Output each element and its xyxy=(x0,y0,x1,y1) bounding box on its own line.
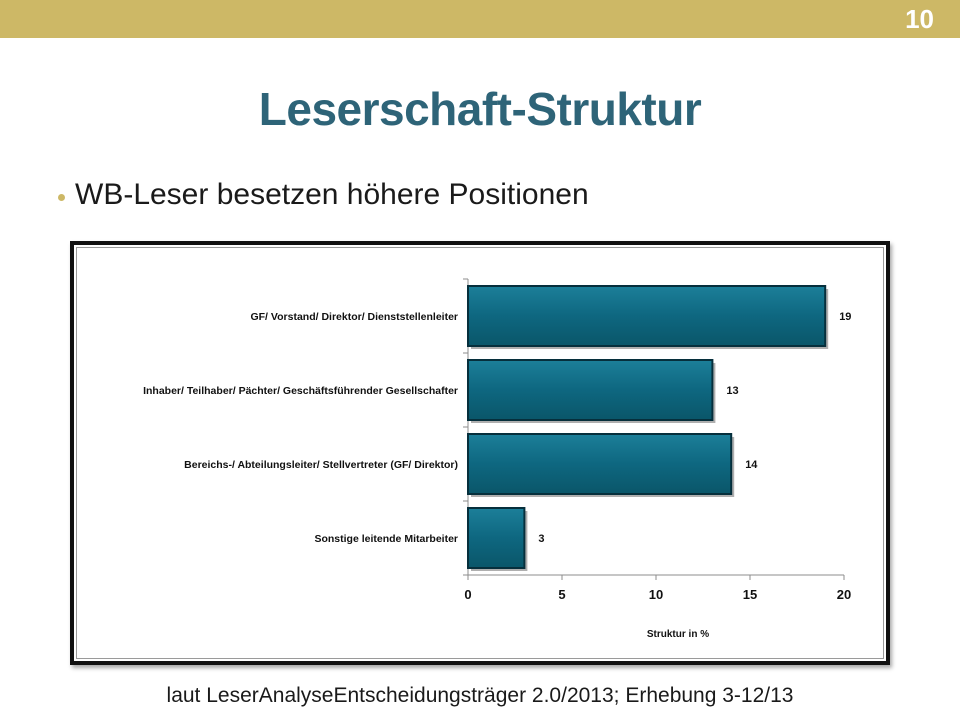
bar-chart: 0 5 10 15 20 GF/ Vorstand/ Direktor/ Dienstst… xyxy=(143,278,851,640)
data-label: 14 xyxy=(745,459,758,471)
bullet-item: WB-Leser besetzen höhere Positionen xyxy=(58,178,589,212)
page-number: 10 xyxy=(905,4,934,34)
chart-frame: 0 5 10 15 20 GF/ Vorstand/ Direktor/ Dienstst… xyxy=(70,241,890,665)
category-label: Inhaber/ Teilhaber/ Pächter/ Geschäftsfü… xyxy=(143,385,458,397)
x-tick-label: 15 xyxy=(743,587,757,602)
slide-title: Leserschaft-Struktur xyxy=(258,83,702,135)
bullet-dot-icon xyxy=(58,193,65,201)
x-tick-label: 5 xyxy=(558,587,565,602)
bullet-text: WB-Leser besetzen höhere Positionen xyxy=(75,178,589,211)
bar xyxy=(467,285,827,347)
data-label: 19 xyxy=(839,311,851,323)
top-accent-bar: 10 xyxy=(0,0,960,38)
bar xyxy=(467,359,714,421)
category-label: Bereichs-/ Abteilungsleiter/ Stellvertre… xyxy=(184,459,458,471)
bar xyxy=(467,507,526,569)
data-label: 13 xyxy=(726,385,738,397)
x-tick-label: 10 xyxy=(649,587,663,602)
category-label: Sonstige leitende Mitarbeiter xyxy=(314,533,458,545)
x-tick-label: 20 xyxy=(837,587,851,602)
category-label: GF/ Vorstand/ Direktor/ Dienststellenlei… xyxy=(250,311,458,323)
x-tick-label: 0 xyxy=(464,587,471,602)
bar xyxy=(467,433,733,495)
data-label: 3 xyxy=(538,533,544,545)
source-note: laut LeserAnalyseEntscheidungsträger 2.0… xyxy=(166,684,794,707)
x-axis-title: Struktur in % xyxy=(647,629,709,640)
